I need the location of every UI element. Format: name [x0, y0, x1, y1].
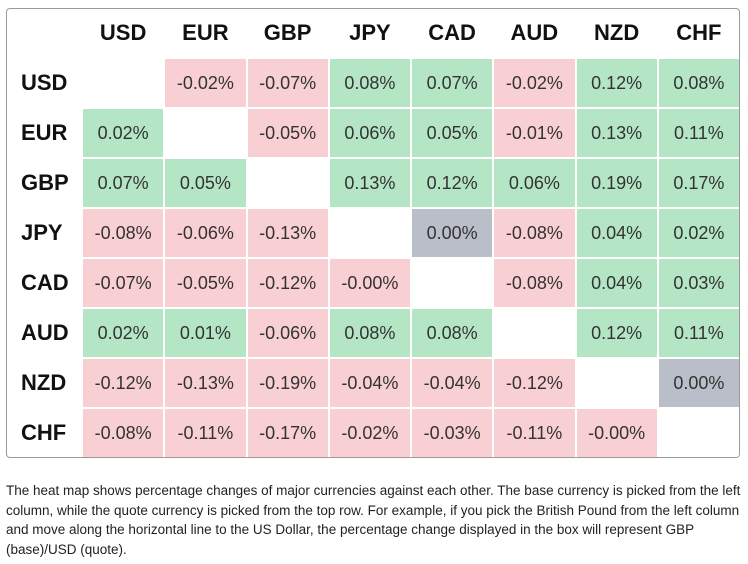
heat-cell: 0.08% [329, 59, 410, 107]
column-header: AUD [510, 20, 559, 45]
heat-cell: -0.06% [165, 209, 246, 257]
heat-cell: 0.02% [83, 109, 164, 157]
heat-map: USD EUR GBP JPY CAD AUD NZD CHF USD -0.02% -0.07% 0… [6, 8, 740, 458]
empty-cell [576, 359, 657, 407]
heat-cell: -0.04% [329, 359, 410, 407]
heat-cell: 0.02% [83, 309, 164, 357]
column-header: USD [99, 20, 147, 45]
empty-cell [412, 259, 493, 307]
heat-cell: 0.03% [658, 259, 739, 307]
heat-cell: 0.19% [576, 159, 657, 207]
heat-cell: 0.05% [412, 109, 493, 157]
heat-cell: -0.07% [83, 259, 164, 307]
heat-cell: 0.04% [576, 209, 657, 257]
heat-cell: 0.01% [165, 309, 246, 357]
heat-cell: -0.12% [247, 259, 328, 307]
heat-cell: 0.05% [165, 159, 246, 207]
heat-cell: -0.08% [83, 409, 164, 457]
heat-cell: -0.03% [412, 409, 493, 457]
empty-cell [247, 159, 328, 207]
heat-cell: 0.13% [576, 109, 657, 157]
heat-cell: 0.12% [576, 59, 657, 107]
heat-cell: 0.12% [576, 309, 657, 357]
heat-cell: 0.00% [412, 209, 493, 257]
empty-cell [494, 309, 575, 357]
heat-cell: 0.06% [494, 159, 575, 207]
empty-cell [658, 409, 739, 457]
corner-cell [7, 9, 81, 57]
column-header: JPY [349, 20, 391, 45]
empty-cell [165, 109, 246, 157]
row-header: USD [21, 70, 68, 95]
row-header: CAD [21, 270, 69, 295]
column-header: CHF [676, 20, 722, 45]
heat-cell: -0.19% [247, 359, 328, 407]
heat-cell: -0.02% [494, 59, 575, 107]
heat-cell: 0.08% [412, 309, 493, 357]
heat-cell: -0.13% [247, 209, 328, 257]
heat-cell: -0.01% [494, 109, 575, 157]
heat-cell: -0.00% [329, 259, 410, 307]
heat-cell: -0.02% [165, 59, 246, 107]
heat-cell: -0.00% [576, 409, 657, 457]
heat-cell: 0.11% [658, 109, 739, 157]
heat-cell: 0.13% [329, 159, 410, 207]
heat-cell: -0.08% [83, 209, 164, 257]
column-header: GBP [263, 20, 312, 45]
heat-cell: 0.00% [658, 359, 739, 407]
heat-cell: 0.11% [658, 309, 739, 357]
column-header: NZD [594, 20, 640, 45]
empty-cell [329, 209, 410, 257]
heat-cell: -0.08% [494, 259, 575, 307]
heat-cell: 0.02% [658, 209, 739, 257]
heat-cell: -0.07% [247, 59, 328, 107]
empty-cell [83, 59, 164, 107]
heat-cell: 0.12% [412, 159, 493, 207]
caption: The heat map shows percentage changes of… [6, 483, 741, 557]
heat-cell: -0.11% [494, 409, 575, 457]
heat-cell: 0.17% [658, 159, 739, 207]
heat-cell: -0.05% [165, 259, 246, 307]
heat-cell: 0.07% [83, 159, 164, 207]
heat-cell: 0.08% [658, 59, 739, 107]
row-header: EUR [21, 120, 68, 145]
heat-cell: 0.06% [329, 109, 410, 157]
row-header: AUD [21, 320, 69, 345]
heat-cell: -0.12% [494, 359, 575, 407]
heat-cell: -0.04% [412, 359, 493, 407]
row-header: GBP [21, 170, 69, 195]
heat-cell: -0.17% [247, 409, 328, 457]
heat-cell: -0.02% [329, 409, 410, 457]
row-header: CHF [21, 420, 67, 445]
heat-cell: -0.12% [83, 359, 164, 407]
row-header: JPY [21, 220, 63, 245]
heat-cell: -0.11% [165, 409, 246, 457]
row-header: NZD [21, 370, 67, 395]
heat-cell: 0.08% [329, 309, 410, 357]
column-header: CAD [428, 20, 476, 45]
heat-cell: -0.13% [165, 359, 246, 407]
heat-cell: -0.05% [247, 109, 328, 157]
heat-cell: 0.04% [576, 259, 657, 307]
heat-cell: -0.08% [494, 209, 575, 257]
heat-cell: 0.07% [412, 59, 493, 107]
heat-cell: -0.06% [247, 309, 328, 357]
column-header: EUR [182, 20, 229, 45]
